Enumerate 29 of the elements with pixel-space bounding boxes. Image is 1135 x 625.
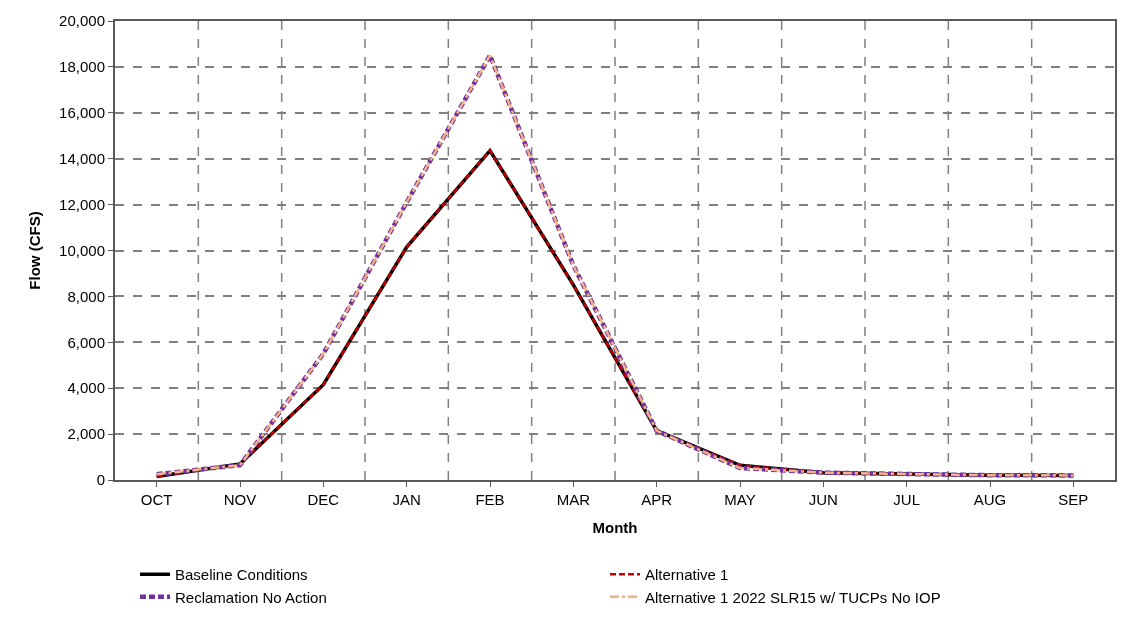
x-tick-label: MAY [724, 491, 756, 508]
x-axis-title: Month [592, 518, 638, 536]
y-axis-title: Flow (CFS) [25, 211, 43, 290]
y-tick-label: 6,000 [67, 333, 105, 351]
x-tick-label: JAN [392, 491, 421, 508]
x-tick-label: JUN [808, 491, 838, 508]
y-tick-label: 18,000 [59, 58, 105, 76]
legend-label: Reclamation No Action [175, 588, 327, 606]
x-tick-label: SEP [1058, 491, 1089, 508]
y-tick-label: 14,000 [59, 149, 105, 167]
y-tick-label: 12,000 [59, 195, 105, 213]
y-tick-label: 8,000 [67, 287, 105, 305]
legend-label: Alternative 1 [645, 566, 729, 584]
x-tick-label: APR [641, 491, 673, 508]
y-tick-label: 20,000 [59, 12, 105, 30]
legend-label: Baseline Conditions [175, 566, 308, 584]
y-tick-label: 0 [96, 471, 105, 489]
y-tick-label: 2,000 [67, 425, 105, 443]
y-tick-label: 4,000 [67, 379, 105, 397]
x-tick-label: DEC [307, 491, 340, 508]
x-tick-label: AUG [973, 491, 1007, 508]
x-tick-label: MAR [556, 491, 591, 508]
y-tick-label: 10,000 [59, 241, 105, 259]
x-tick-label: JUL [893, 491, 921, 508]
legend-label: Alternative 1 2022 SLR15 w/ TUCPs No IOP [645, 588, 941, 606]
x-tick-label: NOV [223, 491, 257, 508]
y-tick-label: 16,000 [59, 104, 105, 122]
x-tick-label: OCT [140, 491, 173, 508]
x-tick-label: FEB [475, 491, 505, 508]
